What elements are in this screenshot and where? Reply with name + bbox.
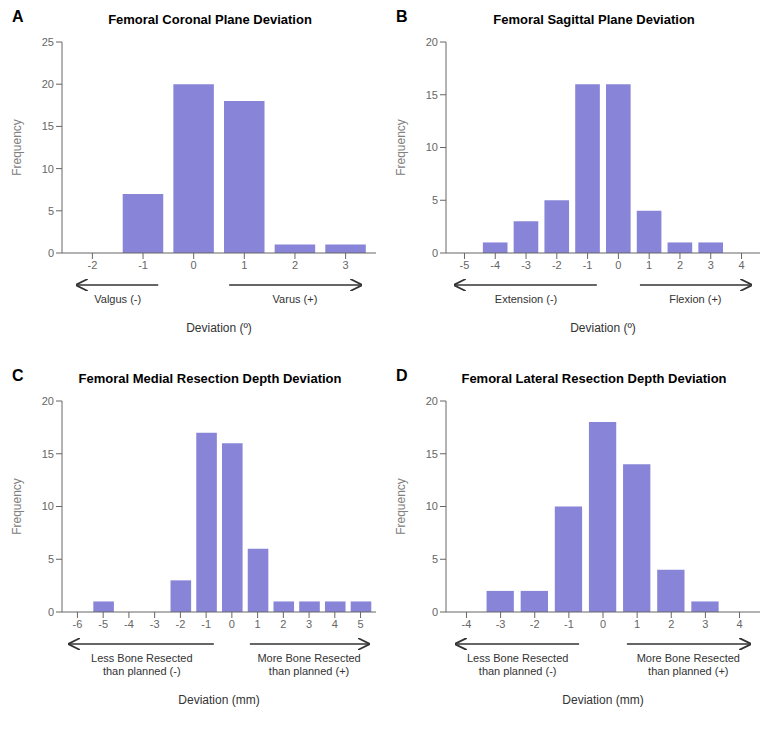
svg-text:-1: -1 — [201, 618, 211, 630]
svg-text:10: 10 — [42, 163, 54, 175]
html-text:Femoral Coronal Plane Deviatio: Femoral Coronal Plane Deviation — [108, 12, 312, 27]
svg-text:Flexion (+): Flexion (+) — [669, 293, 721, 305]
svg-text:1: 1 — [634, 618, 640, 630]
svg-text:0: 0 — [48, 606, 54, 618]
svg-text:More Bone Resectedthan planned: More Bone Resectedthan planned (+) — [637, 652, 740, 677]
svg-text:1: 1 — [241, 259, 247, 271]
svg-text:0: 0 — [191, 259, 197, 271]
html-text:Femoral Lateral Resection Dept: Femoral Lateral Resection Depth Deviatio… — [461, 371, 727, 386]
svg-text:20: 20 — [42, 395, 54, 407]
svg-text:Deviation (mm): Deviation (mm) — [562, 693, 643, 707]
svg-text:-3: -3 — [521, 259, 531, 271]
svg-text:-3: -3 — [496, 618, 506, 630]
svg-text:Valgus (-): Valgus (-) — [94, 293, 141, 305]
svg-text:0: 0 — [432, 606, 438, 618]
svg-text:1: 1 — [255, 618, 261, 630]
svg-text:Frequency: Frequency — [10, 119, 24, 176]
svg-text:0: 0 — [432, 247, 438, 259]
svg-text:Varus (+): Varus (+) — [273, 293, 318, 305]
html-text:Femoral Medial Resection Depth: Femoral Medial Resection Depth Deviation — [78, 371, 342, 386]
svg-text:4: 4 — [332, 618, 338, 630]
svg-text:0: 0 — [229, 618, 235, 630]
html-text:D: D — [396, 367, 408, 384]
svg-text:3: 3 — [343, 259, 349, 271]
html-text:C: C — [12, 367, 24, 384]
svg-text:-2: -2 — [176, 618, 186, 630]
svg-text:15: 15 — [426, 89, 438, 101]
svg-text:-3: -3 — [150, 618, 160, 630]
svg-text:20: 20 — [42, 78, 54, 90]
svg-text:20: 20 — [426, 36, 438, 48]
svg-text:Less Bone Resectedthan planned: Less Bone Resectedthan planned (-) — [91, 652, 193, 677]
svg-text:15: 15 — [426, 448, 438, 460]
svg-text:2: 2 — [668, 618, 674, 630]
svg-text:4: 4 — [738, 259, 744, 271]
svg-text:5: 5 — [432, 194, 438, 206]
svg-text:-5: -5 — [460, 259, 470, 271]
html-text:Femoral Sagittal Plane Deviati: Femoral Sagittal Plane Deviation — [493, 12, 695, 27]
svg-text:More Bone Resectedthan planned: More Bone Resectedthan planned (+) — [257, 652, 360, 677]
svg-text:-1: -1 — [138, 259, 148, 271]
svg-text:Frequency: Frequency — [10, 478, 24, 535]
svg-text:5: 5 — [357, 618, 363, 630]
svg-text:3: 3 — [708, 259, 714, 271]
svg-text:0: 0 — [48, 247, 54, 259]
svg-text:5: 5 — [48, 553, 54, 565]
svg-text:20: 20 — [426, 395, 438, 407]
svg-text:-4: -4 — [124, 618, 134, 630]
svg-text:0: 0 — [615, 259, 621, 271]
svg-text:25: 25 — [42, 36, 54, 48]
svg-text:Deviation (º): Deviation (º) — [570, 321, 636, 335]
html-text:B: B — [396, 8, 408, 25]
svg-text:10: 10 — [426, 141, 438, 153]
svg-text:Extension (-): Extension (-) — [495, 293, 557, 305]
svg-text:10: 10 — [426, 500, 438, 512]
svg-text:5: 5 — [432, 553, 438, 565]
svg-text:Deviation (º): Deviation (º) — [186, 321, 252, 335]
svg-text:-1: -1 — [564, 618, 574, 630]
html-text:A: A — [12, 8, 24, 25]
svg-text:2: 2 — [292, 259, 298, 271]
svg-text:Deviation (mm): Deviation (mm) — [178, 693, 259, 707]
svg-text:15: 15 — [42, 448, 54, 460]
svg-text:1: 1 — [646, 259, 652, 271]
svg-text:5: 5 — [48, 205, 54, 217]
svg-text:-2: -2 — [530, 618, 540, 630]
svg-text:-2: -2 — [87, 259, 97, 271]
svg-text:-6: -6 — [73, 618, 83, 630]
svg-text:2: 2 — [677, 259, 683, 271]
svg-text:0: 0 — [600, 618, 606, 630]
svg-text:2: 2 — [280, 618, 286, 630]
svg-text:15: 15 — [42, 120, 54, 132]
svg-text:-5: -5 — [98, 618, 108, 630]
svg-text:4: 4 — [736, 618, 742, 630]
svg-text:3: 3 — [306, 618, 312, 630]
svg-text:-4: -4 — [490, 259, 500, 271]
svg-text:-2: -2 — [552, 259, 562, 271]
svg-text:Frequency: Frequency — [394, 478, 408, 535]
svg-text:Less Bone Resectedthan planned: Less Bone Resectedthan planned (-) — [467, 652, 569, 677]
svg-text:3: 3 — [702, 618, 708, 630]
svg-text:-1: -1 — [583, 259, 593, 271]
svg-text:-4: -4 — [462, 618, 472, 630]
svg-text:10: 10 — [42, 500, 54, 512]
svg-text:Frequency: Frequency — [394, 119, 408, 176]
